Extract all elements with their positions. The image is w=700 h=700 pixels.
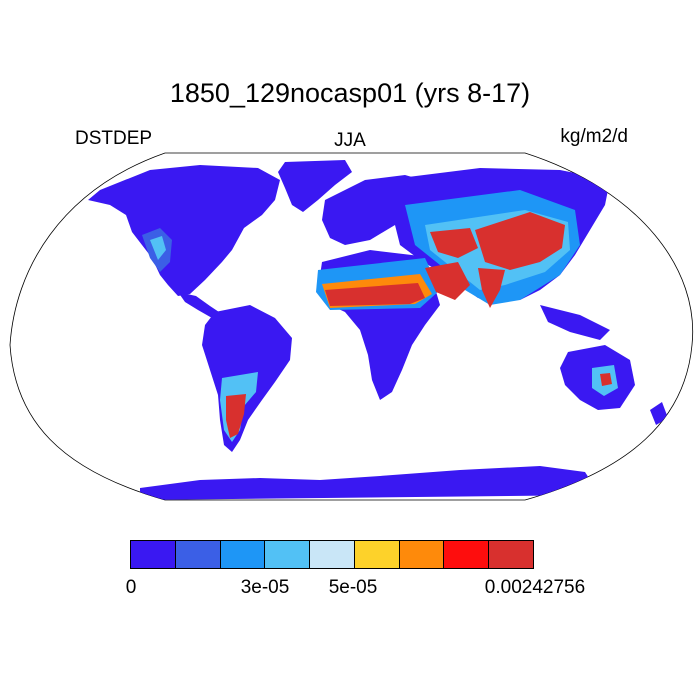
patagonia-dust-core: [226, 394, 246, 438]
central-asia-dust-core: [475, 212, 565, 270]
map-title: 1850_129nocasp01 (yrs 8-17): [169, 78, 531, 108]
colorbar-tick-label: 5e-05: [328, 577, 378, 598]
australia-dust-core: [600, 373, 612, 386]
antarctica-landmass: [140, 466, 600, 500]
colorbar: [130, 540, 534, 569]
colorbar-tick-label: 0.00242756: [484, 577, 586, 598]
colorbar-box: [220, 541, 266, 568]
greenland-landmass: [278, 160, 352, 212]
colorbar-box: [399, 541, 445, 568]
colorbar-box: [131, 541, 176, 568]
central-america-landmass: [178, 292, 222, 318]
southeast-asia-islands: [540, 305, 610, 340]
colorbar-box: [175, 541, 221, 568]
colorbar-tick-label: 3e-05: [240, 577, 290, 598]
colorbar-box: [444, 541, 490, 568]
north-america-landmass: [88, 165, 280, 296]
land-areas: [88, 160, 668, 500]
north-america-dust-core: [150, 236, 166, 260]
colorbar-tick-label: 0: [125, 577, 137, 598]
sahara-dust-core: [325, 283, 425, 306]
colorbar-box: [354, 541, 400, 568]
colorbar-box: [310, 541, 355, 568]
middle-east-dust-core: [430, 228, 478, 258]
colorbar-box: [265, 541, 311, 568]
colorbar-box: [489, 541, 534, 568]
season-label: JJA: [334, 130, 366, 151]
units-label: kg/m2/d: [560, 126, 628, 147]
india-dust-core: [478, 268, 505, 308]
new-zealand-landmass: [650, 402, 668, 425]
arabia-dust-core: [425, 262, 470, 300]
variable-label: DSTDEP: [75, 128, 153, 149]
